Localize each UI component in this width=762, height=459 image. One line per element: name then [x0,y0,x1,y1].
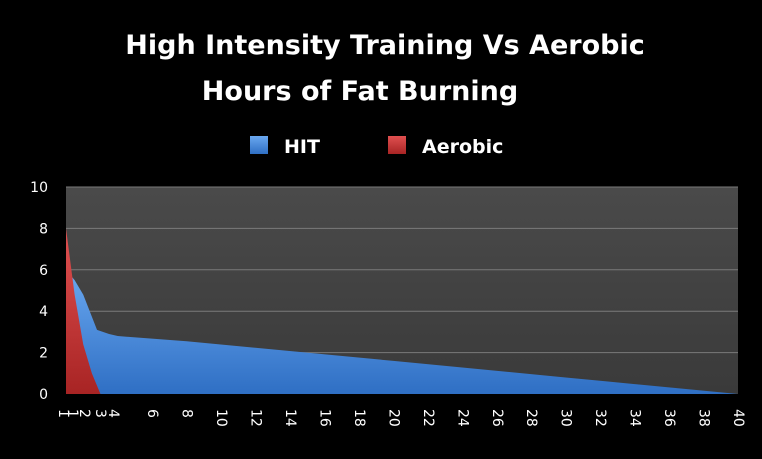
x-tick-label: 28 [523,409,539,427]
legend-swatch-aerobic [388,136,406,154]
x-tick-label: 20 [385,409,401,427]
x-tick-label: 10 [213,409,229,427]
x-tick-label: 22 [420,409,436,427]
x-tick-label: 6 [144,409,160,418]
x-tick-label: 1 [55,409,71,418]
x-tick-label: 32 [592,409,608,427]
y-tick-label: 4 [39,304,48,320]
series-area-aerobic [66,228,101,394]
x-tick-label: 24 [454,409,470,427]
legend-swatch-hit [250,136,268,154]
y-axis-ticks: 0 2 4 6 8 10 [30,180,48,403]
y-tick-label: 0 [39,387,48,403]
x-axis-ticks: 112 34 6 8 10 12 14 16 18 20 22 24 26 28 30 32 34 36 38 40 [55,409,746,427]
chart-title-line2: Hours of Fat Burning [202,76,518,107]
x-tick-label: 8 [179,409,195,418]
x-tick-label: 3 [92,409,108,418]
chart-title-line1: High Intensity Training Vs Aerobic [125,30,644,61]
y-tick-label: 6 [39,263,48,279]
y-tick-label: 2 [39,346,48,362]
y-tick-label: 10 [30,180,48,196]
x-tick-label: 4 [105,409,121,418]
x-tick-label: 1 [64,409,80,418]
x-tick-label: 34 [627,409,643,427]
x-tick-label: 40 [730,409,746,427]
legend-label-aerobic: Aerobic [422,136,503,158]
legend: HIT Aerobic [250,136,503,158]
x-tick-label: 26 [489,409,505,427]
x-tick-label: 16 [316,409,332,427]
x-tick-label: 38 [696,409,712,427]
x-tick-label: 36 [661,409,677,427]
series-area-hit [66,269,738,394]
x-tick-label: 12 [248,409,264,427]
x-tick-label: 14 [282,409,298,427]
x-tick-label: 30 [558,409,574,427]
x-tick-label: 18 [351,409,367,427]
legend-label-hit: HIT [284,136,320,158]
x-tick-label: 2 [76,409,92,418]
y-tick-label: 8 [39,221,48,237]
